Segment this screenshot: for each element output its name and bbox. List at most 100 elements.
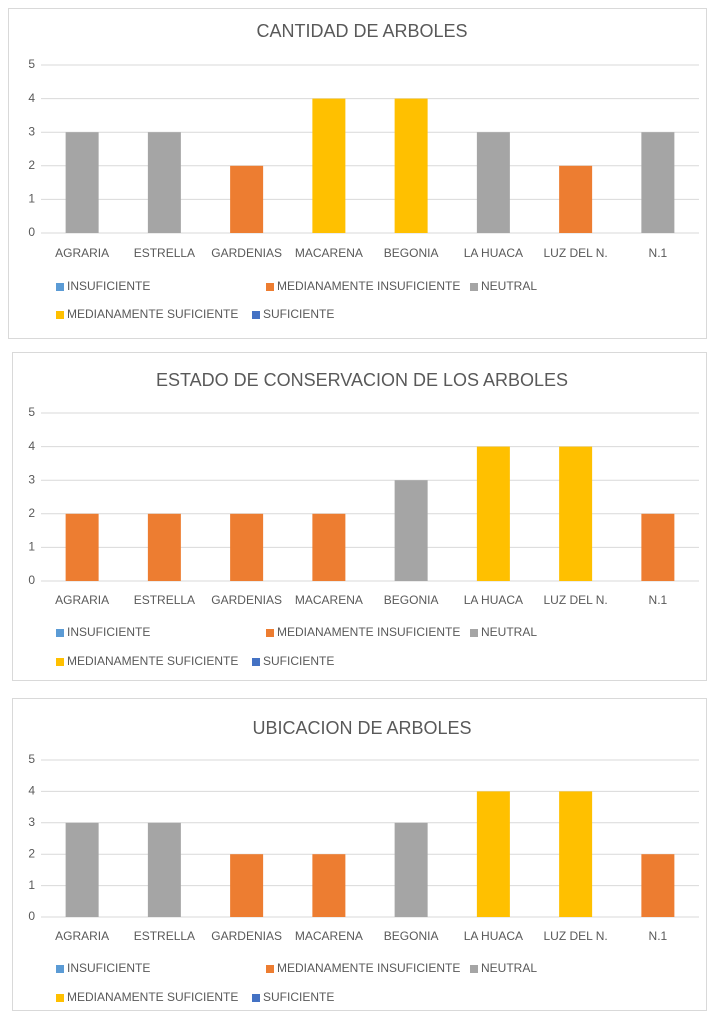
x-tick-label: AGRARIA <box>55 593 109 607</box>
legend-swatch <box>56 965 64 973</box>
legend-swatch <box>56 994 64 1002</box>
x-tick-label: N.1 <box>649 246 668 260</box>
x-tick-label: N.1 <box>649 593 668 607</box>
x-tick-label: GARDENIAS <box>211 246 282 260</box>
x-tick-label: BEGONIA <box>384 929 439 943</box>
legend-swatch <box>56 283 64 291</box>
bar <box>559 446 593 581</box>
legend-label: MEDIANAMENTE INSUFICIENTE <box>277 961 460 975</box>
y-tick-label: 0 <box>28 573 35 587</box>
legend-label: SUFICIENTE <box>263 307 334 321</box>
bar <box>230 165 264 233</box>
legend-swatch <box>252 994 260 1002</box>
x-tick-label: LUZ DEL N. <box>544 593 608 607</box>
bar <box>65 822 99 917</box>
y-tick-label: 2 <box>28 506 35 520</box>
bar <box>312 98 346 233</box>
x-tick-label: ESTRELLA <box>134 929 195 943</box>
legend-label: INSUFICIENTE <box>67 625 150 639</box>
legend-label: NEUTRAL <box>481 961 537 975</box>
bar <box>230 854 264 917</box>
legend-swatch <box>56 629 64 637</box>
x-tick-label: BEGONIA <box>384 593 439 607</box>
bar <box>641 132 675 233</box>
y-tick-label: 2 <box>28 158 35 172</box>
x-tick-label: AGRARIA <box>55 246 109 260</box>
x-tick-label: MACARENA <box>295 593 363 607</box>
x-tick-label: BEGONIA <box>384 246 439 260</box>
bar <box>559 165 593 233</box>
y-tick-label: 3 <box>28 472 35 486</box>
bar <box>641 854 675 917</box>
legend-swatch <box>266 283 274 291</box>
bar <box>394 98 428 233</box>
y-tick-label: 4 <box>28 91 35 105</box>
bar <box>230 513 264 581</box>
x-tick-label: AGRARIA <box>55 929 109 943</box>
legend-label: MEDIANAMENTE SUFICIENTE <box>67 654 238 668</box>
bar <box>559 791 593 917</box>
x-tick-label: ESTRELLA <box>134 593 195 607</box>
x-tick-label: LA HUACA <box>464 246 523 260</box>
legend-swatch <box>56 311 64 319</box>
bar <box>476 791 510 917</box>
x-tick-label: MACARENA <box>295 246 363 260</box>
x-tick-label: LA HUACA <box>464 929 523 943</box>
chart-title: UBICACION DE ARBOLES <box>252 718 471 738</box>
legend-label: NEUTRAL <box>481 279 537 293</box>
bar <box>476 132 510 233</box>
y-tick-label: 1 <box>28 540 35 554</box>
y-tick-label: 5 <box>28 57 35 71</box>
x-tick-label: LA HUACA <box>464 593 523 607</box>
y-tick-label: 4 <box>28 439 35 453</box>
legend-swatch <box>56 658 64 666</box>
bar <box>394 480 428 581</box>
x-tick-label: N.1 <box>649 929 668 943</box>
y-tick-label: 3 <box>28 815 35 829</box>
bar <box>65 132 99 233</box>
legend-label: SUFICIENTE <box>263 654 334 668</box>
legend-label: NEUTRAL <box>481 625 537 639</box>
legend-swatch <box>252 658 260 666</box>
legend-swatch <box>266 965 274 973</box>
x-tick-label: GARDENIAS <box>211 593 282 607</box>
y-tick-label: 5 <box>28 405 35 419</box>
y-tick-label: 1 <box>28 878 35 892</box>
bar <box>147 132 181 233</box>
bar <box>65 513 99 581</box>
legend-swatch <box>470 283 478 291</box>
y-tick-label: 2 <box>28 846 35 860</box>
y-tick-label: 1 <box>28 192 35 206</box>
y-tick-label: 3 <box>28 124 35 138</box>
x-tick-label: ESTRELLA <box>134 246 195 260</box>
x-tick-label: LUZ DEL N. <box>544 929 608 943</box>
y-tick-label: 0 <box>28 225 35 239</box>
bar <box>394 822 428 917</box>
legend-swatch <box>470 629 478 637</box>
bar <box>147 513 181 581</box>
chart-title: ESTADO DE CONSERVACION DE LOS ARBOLES <box>156 370 568 390</box>
x-tick-label: MACARENA <box>295 929 363 943</box>
x-tick-label: LUZ DEL N. <box>544 246 608 260</box>
legend-label: MEDIANAMENTE SUFICIENTE <box>67 307 238 321</box>
bar <box>147 822 181 917</box>
legend-label: MEDIANAMENTE INSUFICIENTE <box>277 625 460 639</box>
x-tick-label: GARDENIAS <box>211 929 282 943</box>
legend-label: MEDIANAMENTE SUFICIENTE <box>67 990 238 1004</box>
legend-label: INSUFICIENTE <box>67 279 150 293</box>
y-tick-label: 0 <box>28 909 35 923</box>
chart-title: CANTIDAD DE ARBOLES <box>256 21 467 41</box>
legend-label: SUFICIENTE <box>263 990 334 1004</box>
y-tick-label: 4 <box>28 784 35 798</box>
legend-swatch <box>266 629 274 637</box>
legend-label: MEDIANAMENTE INSUFICIENTE <box>277 279 460 293</box>
legend-label: INSUFICIENTE <box>67 961 150 975</box>
y-tick-label: 5 <box>28 752 35 766</box>
bar <box>312 513 346 581</box>
bar <box>476 446 510 581</box>
legend-swatch <box>470 965 478 973</box>
bar <box>312 854 346 917</box>
legend-swatch <box>252 311 260 319</box>
bar <box>641 513 675 581</box>
